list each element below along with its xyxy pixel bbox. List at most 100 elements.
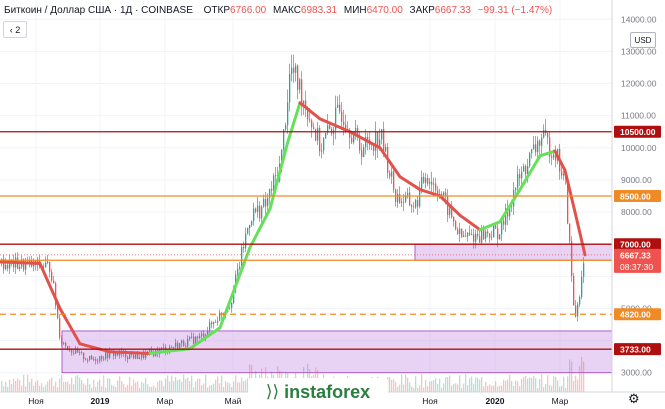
volume-bar — [435, 378, 437, 392]
candle-body — [79, 352, 81, 353]
volume-bar — [221, 375, 223, 392]
candle-body — [463, 235, 465, 237]
volume-bar — [141, 381, 143, 392]
candle-body — [285, 125, 287, 130]
volume-bar — [553, 376, 555, 392]
candle-body — [389, 172, 391, 177]
candle-body — [499, 234, 501, 240]
time-tick-label: 2019 — [91, 396, 110, 406]
volume-bar — [573, 380, 575, 392]
moving-average-segment — [188, 326, 222, 351]
volume-bar — [85, 384, 87, 392]
candle-body — [291, 67, 293, 74]
candle-body — [493, 225, 495, 238]
candle-body — [323, 138, 325, 151]
candle-body — [553, 154, 555, 158]
price-tick-label: 3000.00 — [621, 368, 652, 378]
watermark: ⟩⟩ instaforex — [248, 378, 388, 406]
candle-body — [477, 233, 479, 237]
candle-body — [363, 147, 365, 157]
volume-bar — [47, 381, 49, 392]
volume-bar — [413, 387, 415, 392]
candle-body — [465, 235, 467, 237]
level-price-label: 3733.00 — [620, 345, 651, 355]
candle-body — [379, 139, 381, 147]
candle-body — [95, 359, 97, 361]
volume-bar — [499, 385, 501, 392]
volume-bar — [243, 381, 245, 392]
candle-body — [517, 174, 519, 189]
candle-body — [83, 352, 85, 360]
volume-bar — [169, 381, 171, 392]
gear-icon[interactable]: ⚙ — [628, 391, 640, 406]
candle-body — [9, 259, 11, 269]
volume-bar — [247, 378, 249, 392]
candle-body — [217, 320, 219, 323]
volume-bar — [581, 356, 583, 392]
candle-body — [3, 258, 5, 270]
volume-bar — [515, 380, 517, 392]
volume-bar — [389, 376, 391, 392]
candle-body — [45, 262, 47, 268]
price-tick-label: 12000.00 — [621, 79, 657, 89]
volume-bar — [419, 385, 421, 392]
volume-bar — [39, 385, 41, 392]
moving-average-segment — [478, 220, 502, 232]
volume-bar — [153, 385, 155, 392]
volume-bar — [63, 381, 65, 392]
time-tick-label: Мар — [157, 396, 174, 406]
candle-body — [99, 356, 101, 361]
candle-body — [453, 216, 455, 222]
candle-body — [143, 353, 145, 359]
candle-body — [407, 192, 409, 196]
symbol-title[interactable]: Биткоин / Доллар США · 1Д · COINBASE — [4, 5, 193, 16]
candle-body — [497, 228, 499, 240]
candle-body — [345, 124, 347, 132]
candle-body — [103, 358, 105, 360]
candle-body — [321, 150, 323, 152]
level-price-label: 7000.00 — [620, 240, 651, 250]
candle-body — [325, 133, 327, 139]
volume-bar — [5, 381, 7, 392]
candle-body — [77, 349, 79, 353]
volume-bar — [503, 379, 505, 392]
candle-body — [209, 322, 211, 332]
candle-body — [521, 171, 523, 179]
candle-body — [579, 297, 581, 305]
volume-bar — [83, 383, 85, 392]
candle-body — [385, 146, 387, 152]
volume-bar — [415, 375, 417, 392]
candle-body — [341, 111, 343, 122]
moving-average-segment — [498, 188, 522, 224]
moving-average-segment — [78, 342, 112, 354]
candle-body — [481, 229, 483, 243]
currency-button[interactable]: USD — [630, 32, 656, 48]
candle-body — [511, 206, 513, 208]
volume-bar — [465, 374, 467, 392]
candle-body — [401, 201, 403, 203]
candle-body — [373, 144, 375, 151]
volume-bar — [431, 381, 433, 392]
volume-bar — [165, 378, 167, 392]
candle-body — [259, 205, 261, 219]
candle-body — [421, 176, 423, 189]
candle-body — [519, 174, 521, 179]
volume-bar — [183, 374, 185, 392]
volume-bar — [193, 387, 195, 392]
candle-body — [191, 336, 193, 338]
volume-bar — [485, 381, 487, 392]
candle-body — [171, 346, 173, 348]
volume-bar — [59, 378, 61, 392]
volume-bar — [493, 385, 495, 392]
moving-average-segment — [318, 117, 352, 134]
volume-bar — [79, 377, 81, 392]
candle-body — [305, 100, 307, 110]
candle-body — [51, 271, 53, 281]
candle-body — [215, 322, 217, 323]
collapse-indicators-button[interactable]: ‹ 2 — [3, 21, 27, 38]
volume-bar — [171, 375, 173, 392]
candle-body — [311, 120, 313, 128]
candle-body — [293, 67, 295, 73]
